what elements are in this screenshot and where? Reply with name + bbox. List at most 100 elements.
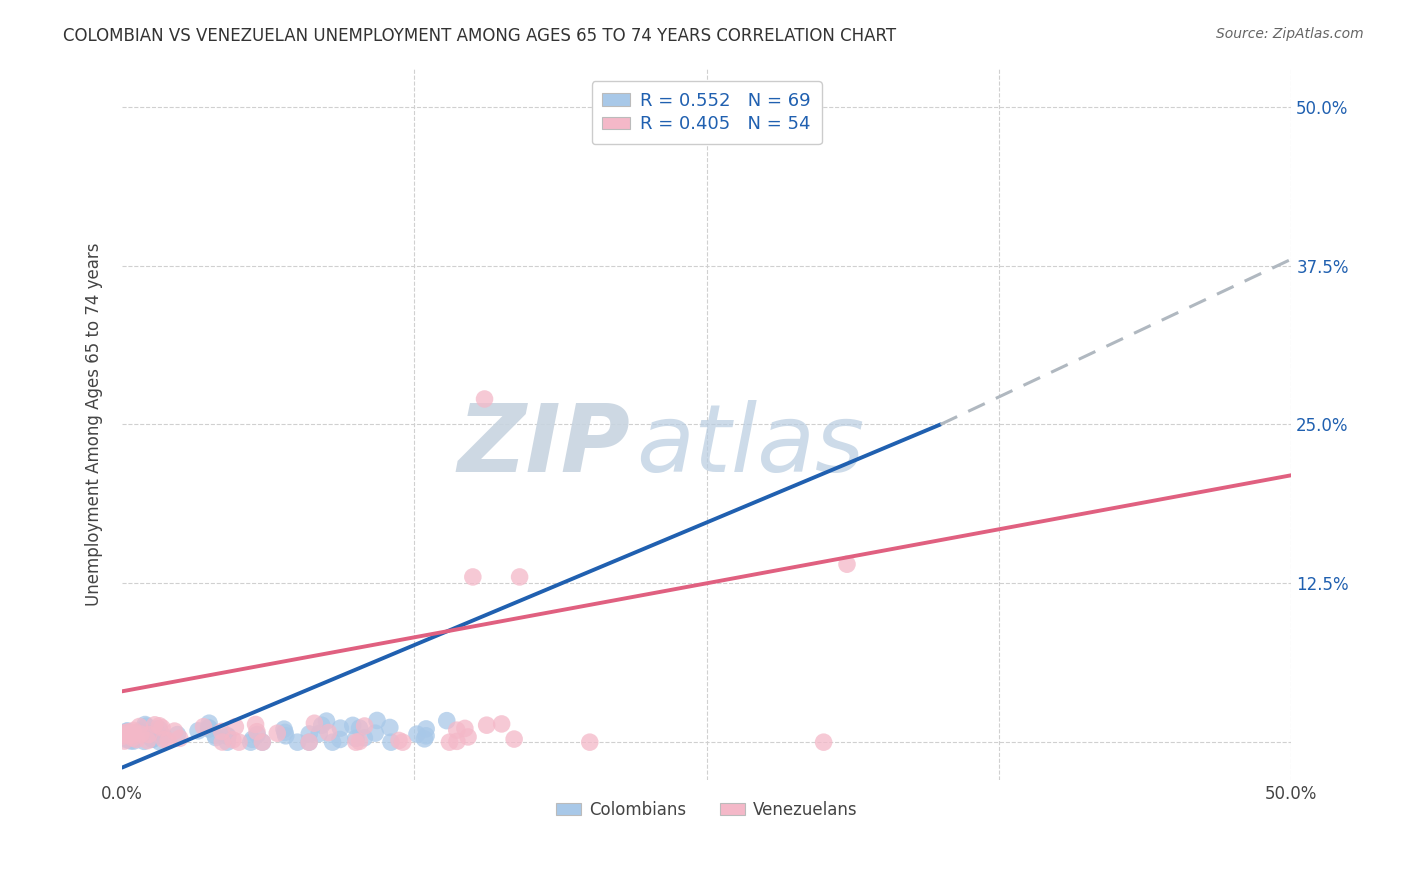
Point xyxy=(198,716,221,731)
Point xyxy=(239,735,262,749)
Point xyxy=(197,721,219,735)
Point xyxy=(298,735,321,749)
Point xyxy=(114,728,136,742)
Point xyxy=(274,725,297,739)
Legend: Colombians, Venezuelans: Colombians, Venezuelans xyxy=(550,794,865,825)
Point xyxy=(114,726,136,740)
Point xyxy=(132,734,155,748)
Point xyxy=(266,726,288,740)
Point xyxy=(120,725,142,739)
Point xyxy=(148,722,170,736)
Point xyxy=(298,727,321,741)
Point xyxy=(329,732,352,747)
Point xyxy=(491,717,513,731)
Point xyxy=(128,719,150,733)
Point xyxy=(120,734,142,748)
Point xyxy=(436,714,458,728)
Point xyxy=(148,728,170,742)
Point xyxy=(503,732,526,747)
Point xyxy=(222,732,245,747)
Point xyxy=(246,728,269,742)
Point xyxy=(415,722,437,736)
Point xyxy=(135,719,157,733)
Point xyxy=(273,722,295,736)
Point xyxy=(446,723,468,738)
Point xyxy=(117,728,139,742)
Point xyxy=(217,735,239,749)
Point xyxy=(274,729,297,743)
Point xyxy=(129,723,152,738)
Point xyxy=(143,724,166,739)
Point xyxy=(311,718,333,732)
Text: ZIP: ZIP xyxy=(458,400,631,491)
Point xyxy=(204,731,226,745)
Point xyxy=(121,731,143,745)
Point xyxy=(141,732,163,747)
Point xyxy=(115,732,138,747)
Point xyxy=(329,721,352,735)
Point xyxy=(169,731,191,746)
Point xyxy=(380,735,402,749)
Point xyxy=(304,716,326,731)
Point xyxy=(344,731,367,746)
Point xyxy=(114,725,136,739)
Point xyxy=(349,721,371,735)
Point xyxy=(287,735,309,749)
Point xyxy=(138,727,160,741)
Point xyxy=(509,570,531,584)
Point xyxy=(415,729,437,743)
Point xyxy=(129,727,152,741)
Text: Source: ZipAtlas.com: Source: ZipAtlas.com xyxy=(1216,27,1364,41)
Point xyxy=(150,721,173,735)
Point xyxy=(391,735,413,749)
Point xyxy=(120,726,142,740)
Point xyxy=(115,723,138,738)
Point xyxy=(224,720,246,734)
Point xyxy=(148,719,170,733)
Point xyxy=(298,735,321,749)
Point xyxy=(136,733,159,747)
Text: COLOMBIAN VS VENEZUELAN UNEMPLOYMENT AMONG AGES 65 TO 74 YEARS CORRELATION CHART: COLOMBIAN VS VENEZUELAN UNEMPLOYMENT AMO… xyxy=(63,27,897,45)
Point xyxy=(125,732,148,747)
Point xyxy=(217,730,239,744)
Y-axis label: Unemployment Among Ages 65 to 74 years: Unemployment Among Ages 65 to 74 years xyxy=(86,243,103,607)
Point xyxy=(141,732,163,747)
Point xyxy=(122,725,145,739)
Point xyxy=(378,721,401,735)
Point xyxy=(129,724,152,739)
Point xyxy=(166,728,188,742)
Point xyxy=(117,724,139,739)
Point xyxy=(134,717,156,731)
Point xyxy=(454,722,477,736)
Point xyxy=(211,724,233,739)
Point xyxy=(115,728,138,742)
Point xyxy=(366,714,388,728)
Point xyxy=(246,724,269,739)
Point xyxy=(198,722,221,736)
Point xyxy=(252,735,274,749)
Point xyxy=(457,730,479,744)
Point xyxy=(114,728,136,742)
Point xyxy=(143,718,166,732)
Point xyxy=(152,729,174,743)
Point xyxy=(121,728,143,742)
Point xyxy=(364,726,387,740)
Point xyxy=(252,735,274,749)
Point xyxy=(315,714,337,728)
Point xyxy=(122,723,145,738)
Point xyxy=(145,722,167,736)
Point xyxy=(228,735,250,749)
Point xyxy=(245,717,267,731)
Point xyxy=(475,718,498,732)
Point xyxy=(187,723,209,738)
Point xyxy=(835,558,858,572)
Point xyxy=(353,731,375,745)
Point xyxy=(461,570,484,584)
Point xyxy=(474,392,496,406)
Point xyxy=(114,734,136,748)
Point xyxy=(197,722,219,736)
Point xyxy=(211,735,233,749)
Point xyxy=(111,727,134,741)
Point xyxy=(413,731,436,746)
Point xyxy=(131,728,153,742)
